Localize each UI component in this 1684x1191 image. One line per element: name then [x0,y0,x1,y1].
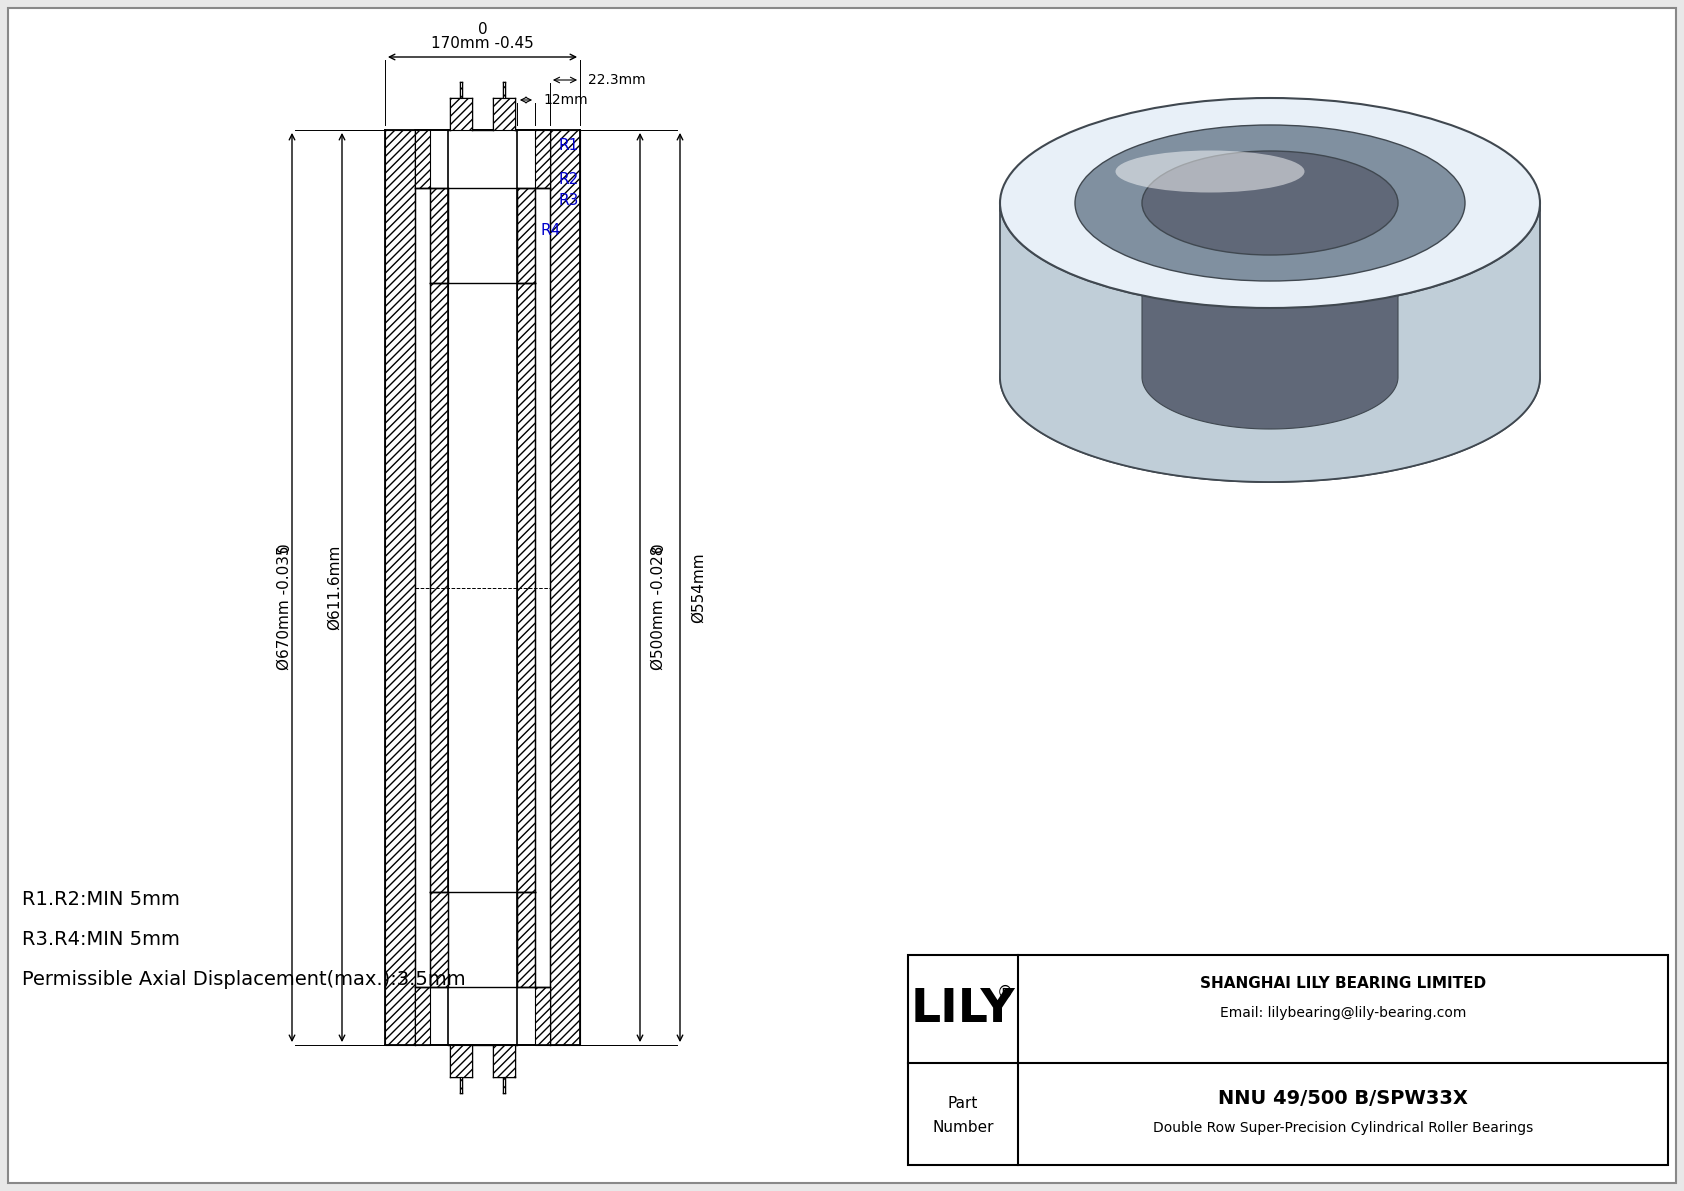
Text: LILY: LILY [911,986,1015,1031]
Text: Ø670mm -0.035: Ø670mm -0.035 [276,545,291,669]
Text: Ø611.6mm: Ø611.6mm [327,544,342,630]
Text: ®: ® [997,984,1014,1002]
Polygon shape [1000,202,1539,482]
Polygon shape [1142,202,1398,429]
Text: 0: 0 [650,543,665,553]
Bar [908,955,1667,1165]
Text: 12mm: 12mm [542,93,588,107]
Bar [504,1077,505,1093]
Bar [551,130,579,1045]
Text: NNU 49/500 B/SPW33X: NNU 49/500 B/SPW33X [1218,1089,1468,1108]
Text: R3.R4:MIN 5mm: R3.R4:MIN 5mm [22,930,180,949]
Bar [517,892,536,987]
Bar [504,82,505,98]
Bar [414,987,429,1045]
Bar [536,987,551,1045]
Bar [429,892,448,987]
Ellipse shape [1142,325,1398,429]
Text: Ø554mm: Ø554mm [690,553,706,623]
Text: 0: 0 [478,21,487,37]
Text: R3: R3 [557,193,578,208]
Bar [386,130,414,1045]
Text: 0: 0 [276,543,291,553]
Bar [450,1045,472,1077]
Text: Permissible Axial Displacement(max.):3.5mm: Permissible Axial Displacement(max.):3.5… [22,969,465,989]
Text: 22.3mm: 22.3mm [588,73,645,87]
Bar [517,283,536,892]
Ellipse shape [1000,98,1539,308]
Bar [429,188,448,283]
Bar [414,130,429,188]
Bar [460,1077,461,1093]
Bar [536,130,551,188]
Ellipse shape [1115,150,1305,193]
Text: Part: Part [948,1097,978,1111]
Ellipse shape [1074,125,1465,281]
Bar [460,82,461,98]
Text: SHANGHAI LILY BEARING LIMITED: SHANGHAI LILY BEARING LIMITED [1201,975,1485,991]
Text: Ø500mm -0.028: Ø500mm -0.028 [650,545,665,669]
Text: R1.R2:MIN 5mm: R1.R2:MIN 5mm [22,890,180,909]
Ellipse shape [1000,272,1539,482]
Text: 170mm -0.45: 170mm -0.45 [431,36,534,51]
Text: R2: R2 [557,172,578,187]
Text: Email: lilybearing@lily-bearing.com: Email: lilybearing@lily-bearing.com [1219,1006,1467,1019]
Bar [493,98,515,130]
Bar [450,98,472,130]
Text: Double Row Super-Precision Cylindrical Roller Bearings: Double Row Super-Precision Cylindrical R… [1154,1121,1532,1135]
Text: Number: Number [933,1121,994,1135]
Bar [429,283,448,892]
Bar [493,1045,515,1077]
Ellipse shape [1142,151,1398,255]
Bar [517,188,536,283]
Text: R1: R1 [557,138,578,152]
Text: R4: R4 [541,223,561,238]
